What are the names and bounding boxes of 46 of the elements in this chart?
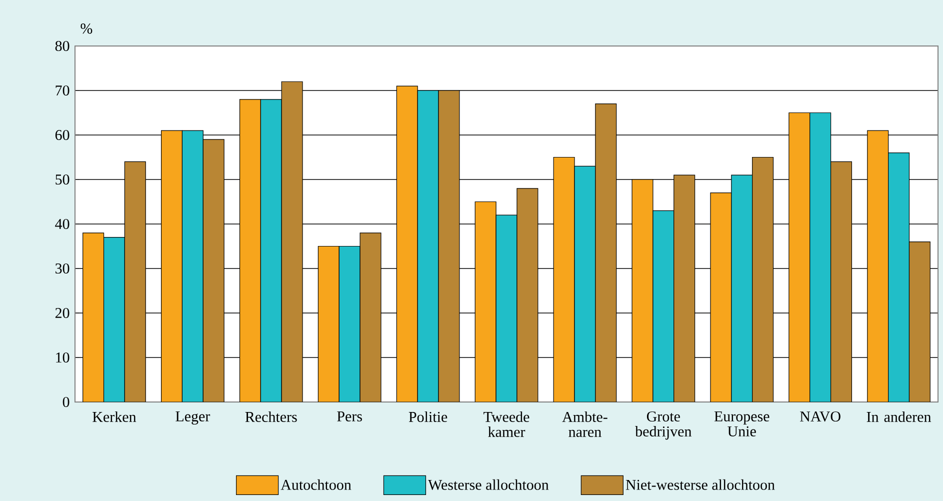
bar xyxy=(496,214,518,402)
y-tick-label: 70 xyxy=(56,85,70,96)
x-tick-label: Kerken xyxy=(92,411,136,422)
bar xyxy=(595,104,617,402)
x-tick-label: Rechters xyxy=(245,411,297,422)
y-tick-label: 60 xyxy=(55,130,70,140)
x-tick-label: NAVO xyxy=(800,411,840,422)
x-tick-label: Grote bedrijven xyxy=(635,411,692,440)
bar xyxy=(182,130,204,402)
y-tick-label: 0 xyxy=(62,396,70,408)
y-axis-title: % xyxy=(80,24,92,34)
x-tick-label: Leger xyxy=(176,411,210,425)
x-tick-label: Europese Unie xyxy=(714,411,770,436)
y-tick-label: 40 xyxy=(55,218,70,230)
bar xyxy=(652,210,674,402)
bar xyxy=(338,246,360,402)
bar xyxy=(731,174,753,402)
bar xyxy=(103,237,125,402)
bar xyxy=(674,174,696,402)
y-tick-label: 80 xyxy=(55,40,70,52)
bar xyxy=(574,166,596,402)
y-tick-label: 30 xyxy=(56,263,70,274)
bar xyxy=(124,161,146,402)
bar xyxy=(888,152,910,402)
x-tick-label: Ambte- naren xyxy=(562,411,608,438)
y-tick-label: 50 xyxy=(56,174,70,185)
y-tick-label: 20 xyxy=(55,308,70,318)
bar xyxy=(752,156,774,402)
x-tick-label: Tweede kamer xyxy=(484,411,530,438)
legend-label: Niet-westerse allochtoon xyxy=(626,479,775,490)
bar xyxy=(516,188,538,402)
bar xyxy=(417,90,439,402)
bar xyxy=(830,161,852,402)
bar xyxy=(260,99,282,402)
bar xyxy=(202,139,224,402)
x-tick-label: In anderen xyxy=(866,411,932,422)
legend-label: Autochtoon xyxy=(280,479,352,490)
legend-label: Westerse allochtoon xyxy=(428,479,549,490)
y-tick-label: 10 xyxy=(56,352,70,363)
x-tick-label: Politie xyxy=(408,411,448,422)
bar xyxy=(360,232,382,402)
bar xyxy=(438,90,460,402)
bar xyxy=(281,81,303,402)
bar xyxy=(810,112,832,402)
x-tick-label: Pers xyxy=(337,411,362,422)
bar xyxy=(908,242,930,402)
